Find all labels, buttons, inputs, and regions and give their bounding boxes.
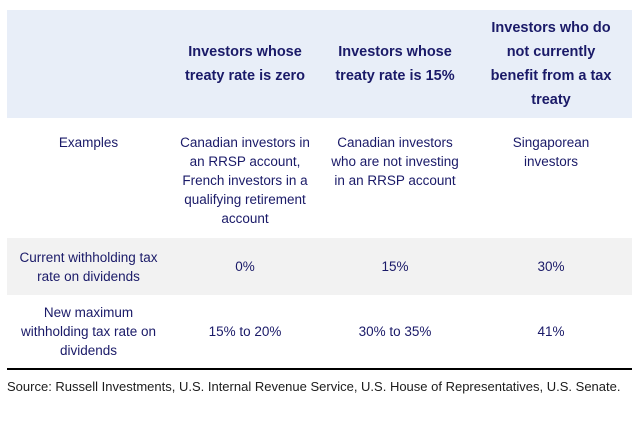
examples-treaty-zero-cell: Canadian investors in an RRSP account, F…	[180, 135, 310, 226]
row-label: New maximum withholding tax rate on divi…	[20, 305, 157, 358]
source-attribution: Source: Russell Investments, U.S. Intern…	[7, 379, 621, 394]
tax-treaty-table: Investors whose treaty rate is zero Inve…	[7, 10, 632, 370]
new-max-no-treaty-cell: 41%	[537, 324, 565, 339]
table-row-examples: Examples Canadian investors in an RRSP a…	[7, 118, 632, 238]
row-label: Current withholding tax rate on dividend…	[19, 249, 158, 284]
header-cell-treaty-zero: Investors whose treaty rate is zero	[184, 44, 306, 84]
table-bottom-rule	[7, 368, 632, 370]
header-cell-no-treaty: Investors who do not currently benefit f…	[490, 20, 612, 108]
header-cell-treaty-15: Investors whose treaty rate is 15%	[335, 44, 455, 84]
row-label: Examples	[58, 135, 119, 150]
current-rate-treaty-zero-cell: 0%	[235, 259, 255, 274]
table-row-new-max-rate: New maximum withholding tax rate on divi…	[7, 295, 632, 368]
table-row-current-rate: Current withholding tax rate on dividend…	[7, 238, 632, 295]
new-max-treaty-15-cell: 30% to 35%	[358, 324, 432, 339]
header-cell-empty	[7, 10, 170, 118]
examples-treaty-15-cell: Canadian investors who are not investing…	[331, 135, 459, 188]
new-max-treaty-zero-cell: 15% to 20%	[208, 324, 282, 339]
table-header-row: Investors whose treaty rate is zero Inve…	[7, 10, 632, 118]
examples-no-treaty-cell: Singaporean investors	[512, 135, 590, 169]
current-rate-no-treaty-cell: 30%	[537, 259, 565, 274]
current-rate-treaty-15-cell: 15%	[381, 259, 409, 274]
